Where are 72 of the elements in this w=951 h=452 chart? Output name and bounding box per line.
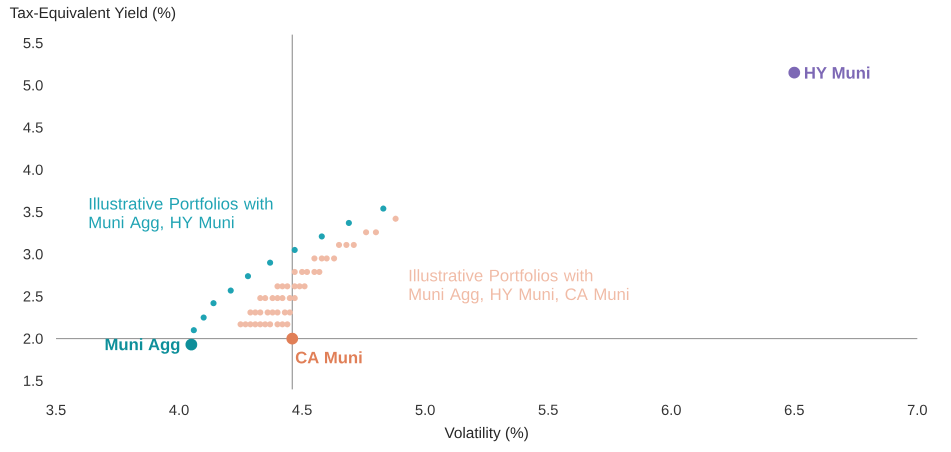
point	[252, 309, 258, 316]
point	[372, 229, 379, 236]
series-label: Muni Agg	[106, 338, 180, 354]
x-tick-label: 5.0	[416, 404, 435, 416]
point	[299, 268, 306, 276]
point	[257, 321, 264, 328]
y-tick-label: 5.5	[23, 38, 43, 48]
series-label: Illustrative Portfolios with Muni Agg, HY Muni	[90, 197, 272, 232]
point	[264, 309, 271, 316]
point	[185, 338, 198, 350]
y-tick-label: 5.0	[23, 80, 43, 91]
point	[331, 255, 338, 262]
text: Illustrative Portfolios with Muni Agg, HY Muni, CA Muni	[410, 269, 628, 304]
series-label: CA Muni	[296, 351, 362, 364]
point	[244, 273, 252, 280]
point	[200, 314, 207, 321]
point	[267, 260, 274, 266]
point	[274, 321, 281, 328]
point	[247, 309, 254, 316]
y-tick-label: 1.5	[24, 376, 43, 386]
point	[228, 287, 234, 294]
point	[392, 216, 399, 222]
point	[190, 327, 197, 334]
y-tick-label: 3.0	[23, 249, 43, 260]
x-tick-label: 4.0	[169, 404, 189, 416]
point	[292, 246, 298, 254]
x-tick-label: 6.5	[784, 404, 804, 416]
x-tick-label: 6.0	[662, 404, 681, 416]
point	[210, 300, 217, 306]
y-tick-label: 2.0	[24, 333, 43, 344]
point	[274, 309, 281, 316]
point	[336, 242, 342, 248]
point	[257, 309, 264, 316]
point	[292, 268, 298, 276]
point	[286, 309, 293, 316]
point	[318, 233, 325, 240]
point	[262, 295, 268, 302]
point	[316, 268, 322, 276]
point	[274, 283, 281, 290]
y-tick-label: 4.0	[23, 164, 43, 175]
point	[380, 206, 386, 212]
x-tick-label: 4.5	[292, 404, 312, 415]
point	[269, 309, 276, 316]
point	[318, 255, 325, 262]
x-tick-label: 3.5	[46, 404, 66, 416]
point	[242, 321, 249, 328]
y-tick-label: 2.5	[24, 291, 43, 302]
point	[311, 255, 318, 262]
point	[286, 295, 293, 302]
point	[788, 66, 800, 79]
x-tick-label: 7.0	[908, 404, 927, 416]
point	[292, 295, 298, 302]
point	[267, 321, 274, 328]
point	[274, 295, 281, 302]
point	[363, 229, 370, 236]
point	[311, 268, 318, 276]
point	[324, 255, 330, 262]
x-tick-label: 5.5	[538, 404, 558, 415]
point	[304, 268, 310, 276]
point	[282, 309, 288, 316]
point	[301, 283, 308, 290]
y-tick-label: 3.5	[23, 206, 43, 218]
y-tick-label: 4.5	[23, 122, 43, 133]
y-axis-title: Tax-Equivalent Yield (%)	[10, 6, 176, 22]
point	[350, 242, 357, 248]
series-label: HY Muni	[804, 66, 870, 79]
point	[286, 332, 298, 345]
point	[343, 242, 350, 248]
point	[269, 295, 276, 302]
point	[257, 295, 264, 302]
point	[346, 220, 352, 226]
x-axis-title: Volatility (%)	[444, 426, 528, 442]
